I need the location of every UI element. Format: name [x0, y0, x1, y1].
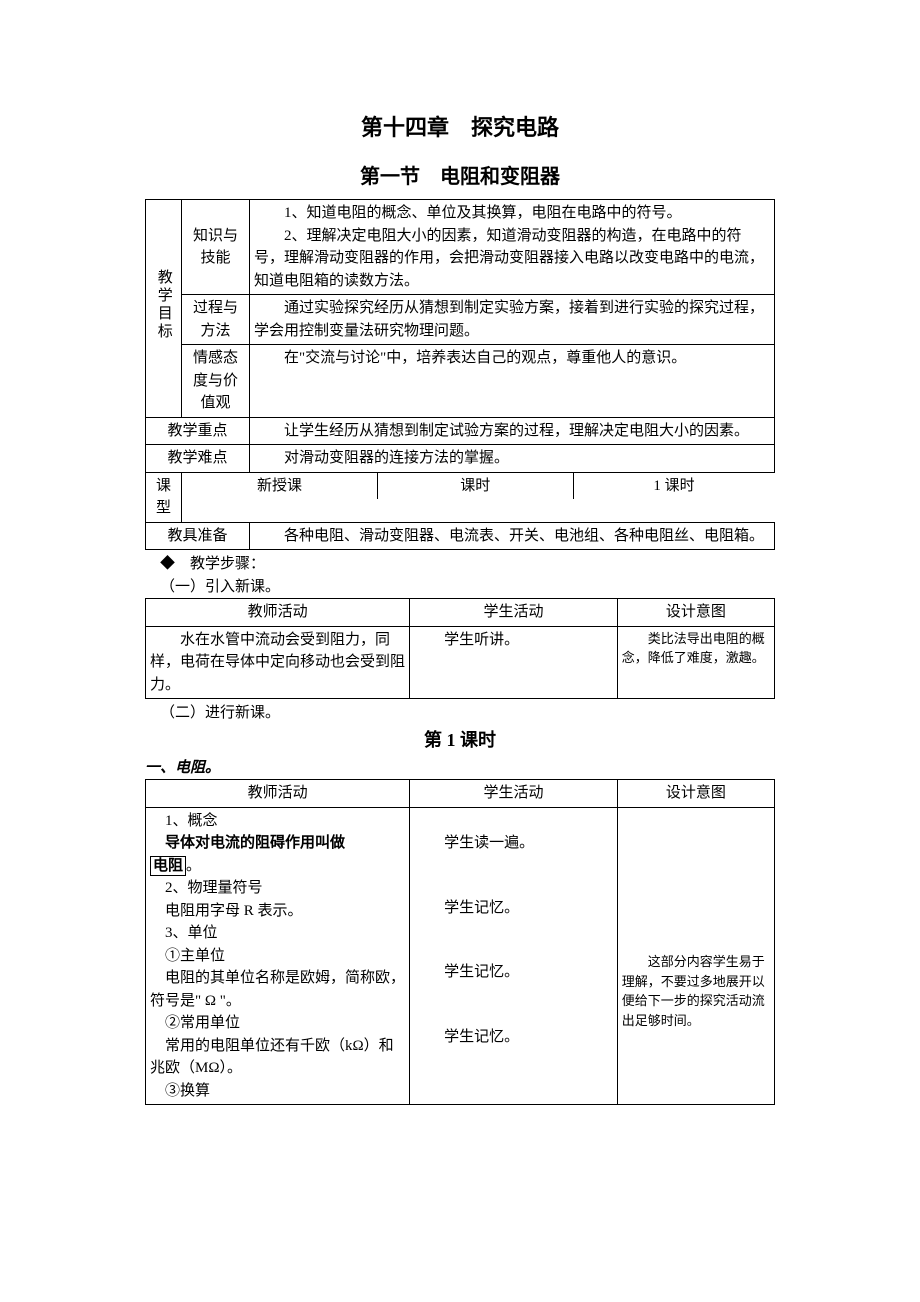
- lesson-col3-header: 设计意图: [617, 780, 774, 808]
- lesson-intent-cell: 这部分内容学生易于理解，不要过多地展开以便给下一步的探究活动流出足够时间。: [617, 807, 774, 1105]
- lesson-t1-line3: 2、物理量符号: [150, 877, 405, 900]
- intro-col3-header: 设计意图: [617, 599, 774, 627]
- intro-intent-text: 类比法导出电阻的概念，降低了难度，激趣。: [622, 629, 770, 668]
- knowledge-skill-text-1: 1、知道电阻的概念、单位及其换算，电阻在电路中的符号。: [254, 202, 770, 225]
- lesson-s4: 学生记忆。: [414, 1026, 613, 1049]
- section1-heading: 一、电阻。: [145, 756, 775, 777]
- intro-teacher-text: 水在水管中流动会受到阻力，同样，电荷在导体中定向移动也会受到阻力。: [150, 629, 405, 697]
- difficulty-text: 对滑动变阻器的连接方法的掌握。: [250, 445, 775, 473]
- table-row: 课型 新授课 课时 1 课时: [146, 472, 775, 522]
- meta-table: 教学目标 知识与技能 1、知道电阻的概念、单位及其换算，电阻在电路中的符号。 2…: [145, 199, 775, 550]
- spacer: [622, 810, 770, 953]
- type-label: 课型: [146, 472, 182, 522]
- key-text-body: 让学生经历从猜想到制定试验方案的过程，理解决定电阻大小的因素。: [254, 420, 770, 443]
- lesson-t1-line9: 常用的电阻单位还有千欧（kΩ）和兆欧（MΩ）。: [150, 1035, 405, 1080]
- lesson-t1-line2c: 。: [186, 858, 201, 874]
- lesson-student-cell: 学生读一遍。 学生记忆。 学生记忆。 学生记忆。: [410, 807, 618, 1105]
- materials-label: 教具准备: [146, 522, 250, 550]
- table-row: 教学难点 对滑动变阻器的连接方法的掌握。: [146, 445, 775, 473]
- emotion-text-body: 在"交流与讨论"中，培养表达自己的观点，尊重他人的意识。: [254, 347, 770, 370]
- process-text: 通过实验探究经历从猜想到制定实验方案，接着到进行实验的探究过程，学会用控制变量法…: [250, 295, 775, 345]
- lesson-col2-header: 学生活动: [410, 780, 618, 808]
- table-row: 水在水管中流动会受到阻力，同样，电荷在导体中定向移动也会受到阻力。 学生听讲。 …: [146, 626, 775, 699]
- table-row: 教学重点 让学生经历从猜想到制定试验方案的过程，理解决定电阻大小的因素。: [146, 417, 775, 445]
- intro-intent-cell: 类比法导出电阻的概念，降低了难度，激趣。: [617, 626, 774, 699]
- lesson-t1-line10: ③换算: [150, 1080, 405, 1103]
- step-intro-label: （一）引入新课。: [160, 575, 775, 596]
- lesson-t1-line5: 3、单位: [150, 922, 405, 945]
- goal-label: 教学目标: [152, 269, 175, 341]
- lesson-t1-line2a: 导体对电流的阻碍作用叫做: [165, 835, 345, 851]
- table-row: 情感态度与价值观 在"交流与讨论"中，培养表达自己的观点，尊重他人的意识。: [146, 345, 775, 418]
- section-title: 第一节 电阻和变阻器: [145, 160, 775, 189]
- key-text: 让学生经历从猜想到制定试验方案的过程，理解决定电阻大小的因素。: [250, 417, 775, 445]
- lesson-t1-line8: ②常用单位: [150, 1012, 405, 1035]
- knowledge-skill-label: 知识与技能: [182, 200, 250, 295]
- type-row-inner-table: 新授课 课时 1 课时: [182, 473, 775, 500]
- lesson-t1-line2: 导体对电流的阻碍作用叫做: [150, 832, 405, 855]
- lesson-table: 教师活动 学生活动 设计意图 1、概念 导体对电流的阻碍作用叫做 电阻。 2、物…: [145, 779, 775, 1105]
- emotion-label: 情感态度与价值观: [182, 345, 250, 418]
- lesson-t1-line2b-wrap: 电阻。: [150, 855, 405, 878]
- difficulty-text-body: 对滑动变阻器的连接方法的掌握。: [254, 447, 770, 470]
- lesson-t1-line7: 电阻的其单位名称是欧姆，简称欧，符号是" Ω "。: [150, 967, 405, 1012]
- intro-teacher-cell: 水在水管中流动会受到阻力，同样，电荷在导体中定向移动也会受到阻力。: [146, 626, 410, 699]
- chapter-title: 第十四章 探究电路: [145, 110, 775, 142]
- lesson-col1-header: 教师活动: [146, 780, 410, 808]
- intro-student-cell: 学生听讲。: [410, 626, 618, 699]
- steps-label: ◆ 教学步骤：: [160, 552, 775, 573]
- emotion-text: 在"交流与讨论"中，培养表达自己的观点，尊重他人的意识。: [250, 345, 775, 418]
- lesson-s1: 学生读一遍。: [414, 832, 613, 855]
- spacer: [414, 984, 613, 1026]
- lesson-s2: 学生记忆。: [414, 897, 613, 920]
- spacer: [414, 919, 613, 961]
- lesson-t1-line1: 1、概念: [150, 810, 405, 833]
- materials-text-body: 各种电阻、滑动变阻器、电流表、开关、电池组、各种电阻丝、电阻箱。: [254, 525, 770, 548]
- table-row: 新授课 课时 1 课时: [182, 473, 775, 500]
- lesson-intent-text: 这部分内容学生易于理解，不要过多地展开以便给下一步的探究活动流出足够时间。: [622, 952, 770, 1030]
- table-row: 教学目标 知识与技能 1、知道电阻的概念、单位及其换算，电阻在电路中的符号。 2…: [146, 200, 775, 295]
- table-row: 过程与方法 通过实验探究经历从猜想到制定实验方案，接着到进行实验的探究过程，学会…: [146, 295, 775, 345]
- goal-label-cell: 教学目标: [146, 200, 182, 418]
- type-value: 新授课: [182, 473, 378, 500]
- spacer: [414, 855, 613, 897]
- table-row: 教师活动 学生活动 设计意图: [146, 780, 775, 808]
- knowledge-skill-text-2: 2、理解决定电阻大小的因素，知道滑动变阻器的构造，在电路中的符号，理解滑动变阻器…: [254, 225, 770, 293]
- document-page: 第十四章 探究电路 第一节 电阻和变阻器 教学目标 知识与技能 1、知道电阻的概…: [0, 0, 920, 1165]
- process-text-body: 通过实验探究经历从猜想到制定实验方案，接着到进行实验的探究过程，学会用控制变量法…: [254, 297, 770, 342]
- intro-table: 教师活动 学生活动 设计意图 水在水管中流动会受到阻力，同样，电荷在导体中定向移…: [145, 598, 775, 699]
- intro-col1-header: 教师活动: [146, 599, 410, 627]
- table-row: 1、概念 导体对电流的阻碍作用叫做 电阻。 2、物理量符号 电阻用字母 R 表示…: [146, 807, 775, 1105]
- period-label: 课时: [378, 473, 574, 500]
- lesson-t1-line6: ①主单位: [150, 945, 405, 968]
- table-row: 教师活动 学生活动 设计意图: [146, 599, 775, 627]
- lesson1-title: 第 1 课时: [145, 726, 775, 752]
- table-row: 教具准备 各种电阻、滑动变阻器、电流表、开关、电池组、各种电阻丝、电阻箱。: [146, 522, 775, 550]
- step-new-label: （二）进行新课。: [160, 701, 775, 722]
- knowledge-skill-text: 1、知道电阻的概念、单位及其换算，电阻在电路中的符号。 2、理解决定电阻大小的因…: [250, 200, 775, 295]
- lesson-t1-line2b: 电阻: [150, 856, 186, 876]
- key-label: 教学重点: [146, 417, 250, 445]
- type-row-cell: 新授课 课时 1 课时: [182, 472, 775, 522]
- lesson-s3: 学生记忆。: [414, 961, 613, 984]
- materials-text: 各种电阻、滑动变阻器、电流表、开关、电池组、各种电阻丝、电阻箱。: [250, 522, 775, 550]
- process-label: 过程与方法: [182, 295, 250, 345]
- difficulty-label: 教学难点: [146, 445, 250, 473]
- spacer: [414, 810, 613, 833]
- period-value: 1 课时: [573, 473, 774, 500]
- lesson-teacher-cell: 1、概念 导体对电流的阻碍作用叫做 电阻。 2、物理量符号 电阻用字母 R 表示…: [146, 807, 410, 1105]
- intro-student-text: 学生听讲。: [414, 629, 613, 652]
- lesson-t1-line4: 电阻用字母 R 表示。: [150, 900, 405, 923]
- intro-col2-header: 学生活动: [410, 599, 618, 627]
